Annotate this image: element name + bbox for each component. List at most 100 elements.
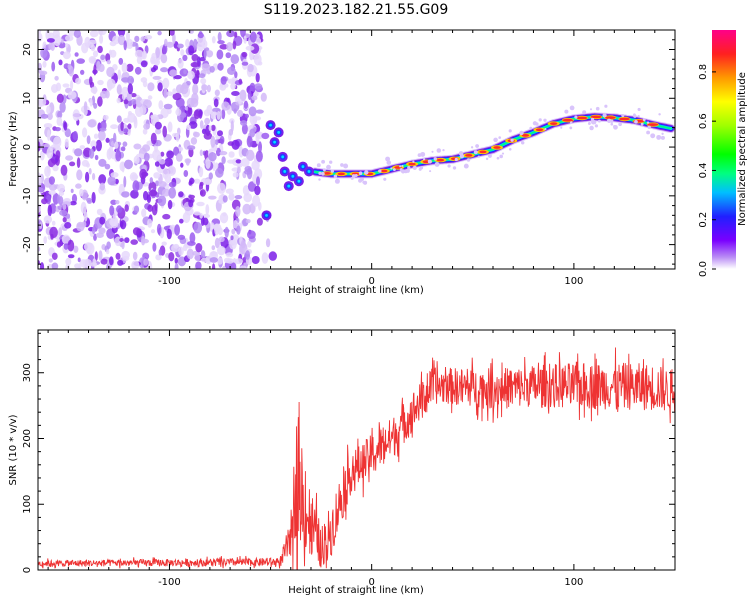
heatmap-cell (249, 31, 257, 43)
heatmap-cell (69, 201, 77, 206)
heatmap-cell (164, 38, 168, 47)
ridge-halo (360, 177, 364, 182)
y-tick-label: 0 (22, 567, 33, 573)
heatmap-cell (186, 248, 194, 260)
heatmap-cell (141, 208, 147, 218)
heatmap-cell (193, 178, 201, 184)
ridge-halo (569, 126, 573, 130)
heatmap-cell (96, 208, 103, 216)
heatmap-cell (268, 251, 277, 261)
heatmap-cell (230, 82, 236, 90)
heatmap-cell (123, 176, 127, 188)
heatmap-cell (77, 257, 81, 263)
heatmap-cell (149, 189, 158, 197)
heatmap-cell (193, 131, 200, 138)
heatmap-cell (247, 240, 252, 248)
ridge-halo (419, 166, 424, 170)
heatmap-cell (134, 66, 142, 75)
heatmap-cell (199, 212, 203, 219)
heatmap-cell (217, 257, 223, 265)
heatmap-cell (117, 259, 124, 266)
heatmap-cell (117, 30, 126, 37)
heatmap-cell (121, 86, 129, 94)
heatmap-cell (209, 66, 215, 73)
heatmap-cell (60, 38, 64, 44)
ridge-hot-cell (337, 172, 345, 176)
heatmap-cell (216, 49, 224, 60)
heatmap-cell (155, 254, 162, 261)
heatmap-cell (65, 34, 74, 42)
ridge-halo (501, 152, 505, 155)
heatmap-cell (255, 150, 263, 162)
heatmap-cell (215, 167, 224, 178)
heatmap-cell (219, 135, 225, 145)
heatmap-cell (245, 250, 251, 260)
ridge-halo (351, 174, 356, 178)
heatmap-cell (217, 40, 225, 45)
ridge-halo (458, 151, 464, 156)
heatmap-cell (65, 155, 74, 161)
heatmap-cell (188, 45, 195, 56)
heatmap-cell (124, 204, 129, 212)
heatmap-cell (208, 172, 213, 180)
heatmap-cell (117, 69, 122, 80)
ridge-halo (569, 121, 573, 124)
heatmap-cell (116, 115, 122, 123)
heatmap-cell (236, 225, 241, 235)
ridge-halo (363, 180, 368, 185)
ridge-halo (602, 113, 607, 118)
ridge-halo (508, 129, 512, 133)
heatmap-cell (109, 41, 117, 47)
heatmap-cell (202, 213, 211, 219)
heatmap-cell (150, 132, 157, 145)
heatmap-cell (216, 111, 221, 120)
heatmap-cell (38, 203, 41, 213)
heatmap-cell (200, 78, 207, 85)
heatmap-cell (255, 133, 260, 145)
heatmap-cell (97, 45, 103, 54)
ridge-halo (431, 150, 434, 153)
heatmap-cell (213, 98, 219, 108)
heatmap-cell (265, 238, 271, 248)
heatmap-cell (227, 159, 236, 164)
heatmap-cell (62, 203, 67, 211)
ridge-hot-cell (323, 172, 331, 175)
ridge-halo (640, 122, 644, 126)
heatmap-cell (143, 152, 150, 162)
heatmap-cell (142, 128, 148, 135)
heatmap-cell (175, 84, 184, 94)
heatmap-cell (43, 215, 53, 224)
ridge-halo (487, 153, 492, 158)
heatmap-cell (211, 124, 216, 132)
heatmap-cell (239, 265, 247, 269)
ridge-blob (281, 155, 285, 159)
heatmap-cell (193, 109, 201, 120)
heatmap-cell (228, 151, 235, 158)
heatmap-cell (254, 116, 262, 121)
heatmap-cell (205, 204, 210, 215)
heatmap-cell (127, 75, 134, 85)
heatmap-cell (67, 254, 75, 259)
colorbar-ticks: 0.0 0.2 0.4 0.6 0.8 (698, 64, 716, 277)
ridge-hot-cell (576, 116, 588, 120)
snr-y-ticks: 0 100 200 300 (22, 332, 675, 573)
heatmap-cell (70, 188, 74, 193)
heatmap-cell (42, 60, 47, 68)
snr-frame (37, 329, 676, 571)
heatmap-cell (110, 172, 119, 178)
ridge-halo (610, 119, 614, 124)
heatmap-cell (224, 226, 229, 238)
heatmap-cell (99, 216, 106, 225)
ridge-halo (463, 163, 469, 169)
ridge-halo (412, 165, 417, 170)
spectrogram-y-label: Frequency (Hz) (8, 111, 19, 187)
heatmap-cell (188, 121, 198, 129)
heatmap-cell (162, 125, 167, 138)
heatmap-cell (208, 195, 217, 200)
heatmap-cell (106, 148, 112, 160)
heatmap-cell (89, 30, 99, 38)
heatmap-cell (79, 145, 86, 150)
heatmap-cell (106, 249, 110, 255)
heatmap-cell (174, 224, 181, 236)
heatmap-cell (168, 187, 177, 199)
